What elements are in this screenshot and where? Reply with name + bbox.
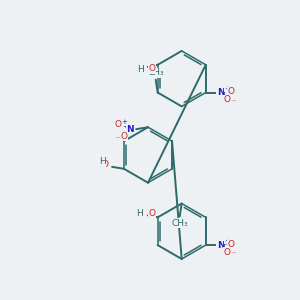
Text: O: O	[223, 248, 230, 256]
Text: O: O	[149, 64, 156, 73]
Text: CH₃: CH₃	[147, 68, 164, 77]
Text: O: O	[149, 209, 156, 218]
Text: N: N	[126, 125, 134, 134]
Text: H: H	[99, 158, 106, 166]
Text: +: +	[121, 119, 127, 125]
Text: +: +	[225, 85, 230, 91]
Text: CH₃: CH₃	[171, 219, 188, 228]
Text: ⁻: ⁻	[116, 135, 120, 144]
Text: ⁻: ⁻	[232, 97, 236, 106]
Text: O: O	[101, 160, 108, 169]
Text: O: O	[223, 95, 230, 104]
Text: +: +	[225, 238, 230, 244]
Text: O: O	[114, 120, 121, 129]
Text: N: N	[217, 88, 224, 97]
Text: H: H	[136, 209, 143, 218]
Text: O: O	[227, 240, 235, 249]
Text: H: H	[137, 65, 144, 74]
Text: N: N	[217, 241, 224, 250]
Text: ⁻: ⁻	[232, 250, 236, 259]
Text: O: O	[121, 132, 128, 141]
Text: O: O	[227, 87, 235, 96]
